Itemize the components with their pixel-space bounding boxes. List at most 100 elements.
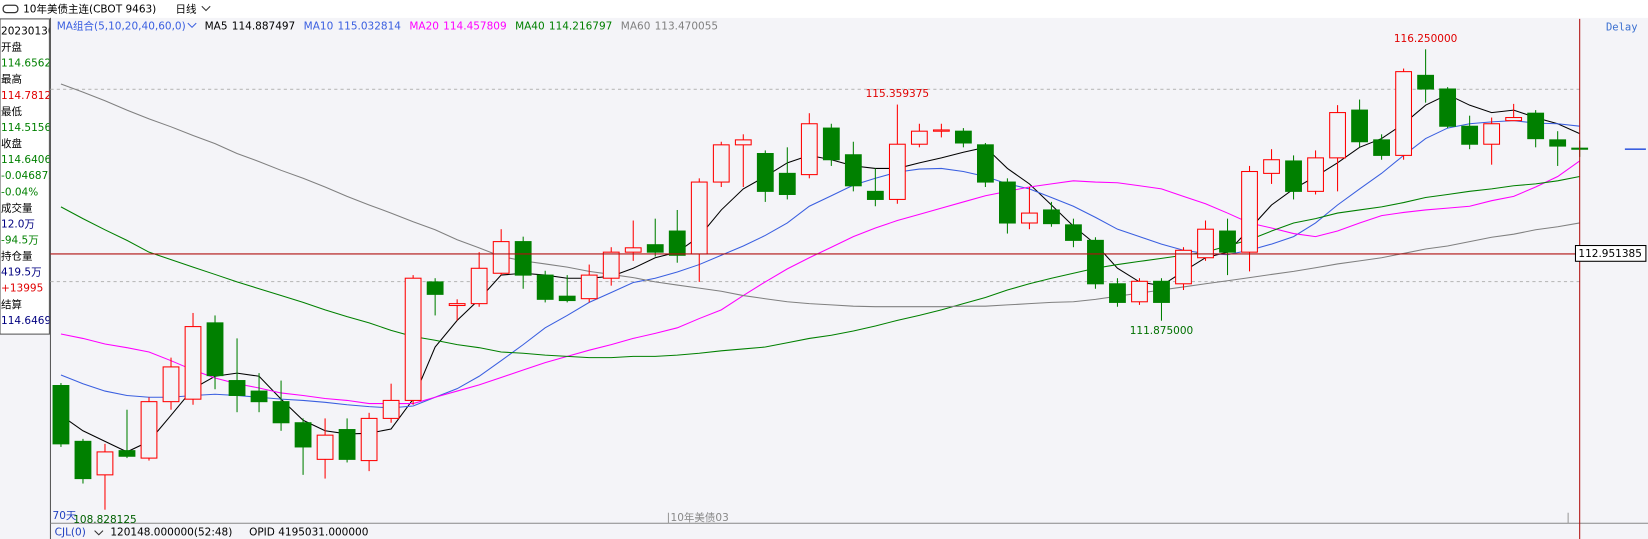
extreme-label: 115.359375: [866, 88, 929, 100]
candle-body: [1395, 71, 1413, 156]
candle-body: [184, 326, 202, 400]
candle-body: [404, 277, 422, 401]
legend: MA组合(5,10,20,40,60,0) MA5 114.887497 MA10 11…: [57, 19, 718, 32]
candle-body: [1417, 74, 1435, 90]
legend-name: MA60: [621, 20, 651, 32]
candle-body: [668, 230, 686, 256]
candle-body: [866, 190, 884, 200]
candle-body: [470, 267, 488, 305]
symbol-icon[interactable]: [2, 4, 19, 14]
candle-body: [1329, 112, 1346, 159]
candle-body: [580, 274, 598, 300]
info-line: -0.04%: [1, 186, 38, 198]
candle-body: [316, 434, 334, 460]
legend-name: MA10: [304, 20, 334, 32]
info-line: 成交量: [1, 201, 33, 214]
candle-body: [1483, 123, 1501, 145]
period-selector[interactable]: 日线: [176, 2, 198, 15]
legend-dropdown-icon[interactable]: [187, 22, 197, 29]
legend-value: 114.216797: [549, 20, 612, 32]
info-panel-text: 20230130 开盘 114.65625 最高 114.78125 最低 114.5156…: [1, 26, 64, 327]
info-line: +13995: [1, 283, 43, 295]
info-line: 419.5万: [1, 267, 42, 279]
candle-body: [932, 129, 950, 132]
candle-body: [1153, 280, 1170, 303]
candle-body: [1087, 239, 1104, 285]
candle-body: [756, 152, 774, 192]
candle-body: [162, 366, 180, 403]
candle-body: [954, 130, 972, 144]
period-dropdown-icon[interactable]: [201, 5, 211, 12]
candle-body: [206, 322, 224, 377]
candle-body: [1131, 280, 1148, 303]
days-label: 70天: [53, 510, 77, 522]
info-line: 12.0万: [1, 218, 35, 230]
opid-info: OPID 4195031.000000: [249, 527, 368, 539]
candle-body: [140, 401, 158, 459]
candle-body: [272, 401, 290, 424]
candle-body: [1109, 283, 1126, 303]
candle-body: [1527, 112, 1545, 140]
volume-info: 120148.000000(52:48): [110, 527, 232, 539]
info-line: 114.78125: [1, 90, 58, 102]
info-panel: [0, 18, 50, 335]
candle-body: [338, 429, 356, 460]
candle-body: [690, 181, 708, 255]
legend-group: MA组合(5,10,20,40,60,0): [57, 19, 186, 32]
candle-body: [1439, 88, 1457, 127]
candle-body: [492, 241, 510, 274]
candle-body: [602, 251, 620, 279]
candle-body: [646, 244, 664, 253]
ma-line: [60, 160, 1580, 405]
candle-body: [999, 181, 1016, 224]
candle-body: [1351, 109, 1368, 143]
candle-body: [734, 139, 752, 146]
ma-line: [60, 175, 1580, 359]
symbol-title: 10年美债主连(CBOT 9463): [23, 2, 156, 15]
info-line: 114.640625: [1, 154, 64, 166]
legend-value: 113.470055: [655, 20, 718, 32]
candle-body: [822, 127, 840, 161]
candle-body: [712, 144, 730, 183]
legend-name: MA5: [205, 20, 228, 32]
candle-body: [558, 295, 576, 302]
info-line: 114.65625: [1, 58, 58, 70]
candle-body: [1175, 249, 1192, 285]
legend-value: 114.457809: [443, 20, 506, 32]
candle-body: [800, 123, 818, 176]
indicator-dropdown-icon[interactable]: [94, 530, 104, 536]
info-line: 结算: [1, 298, 22, 311]
legend-value: 115.032814: [337, 20, 401, 32]
ma-line: [60, 120, 1580, 409]
candle-body: [118, 450, 136, 457]
info-line: 开盘: [1, 41, 23, 54]
candle-body: [1197, 228, 1214, 259]
plot-area: 116.250000 115.359375 111.875000 108.828125…: [50, 18, 1647, 539]
info-line: 114.515625: [1, 122, 64, 134]
candle-body: [536, 274, 554, 300]
info-line: -0.046875: [1, 170, 55, 182]
candle-body: [1065, 224, 1082, 241]
ma-line: [60, 83, 1580, 308]
candle-body: [1285, 160, 1302, 192]
info-line: -94.5万: [1, 235, 39, 247]
candle-body: [228, 380, 246, 396]
candle-body: [910, 130, 928, 145]
candle-body: [52, 385, 70, 445]
contract-label: 10年美债03: [671, 511, 729, 524]
candle-body: [1263, 159, 1280, 174]
legend-name: MA40: [515, 20, 545, 32]
candle-body: [1219, 230, 1236, 253]
indicator-selector[interactable]: CJL(0): [55, 527, 86, 539]
legend-value: 114.887497: [232, 20, 295, 32]
candle-body: [1043, 209, 1060, 225]
info-line: 持仓量: [1, 250, 33, 263]
candle-body: [294, 422, 312, 448]
candle-body: [1241, 170, 1258, 253]
candle-body: [426, 281, 444, 295]
candle-body: [74, 440, 92, 480]
crosshair-label: 112.951385: [1578, 248, 1641, 260]
extreme-label: 111.875000: [1130, 325, 1193, 337]
